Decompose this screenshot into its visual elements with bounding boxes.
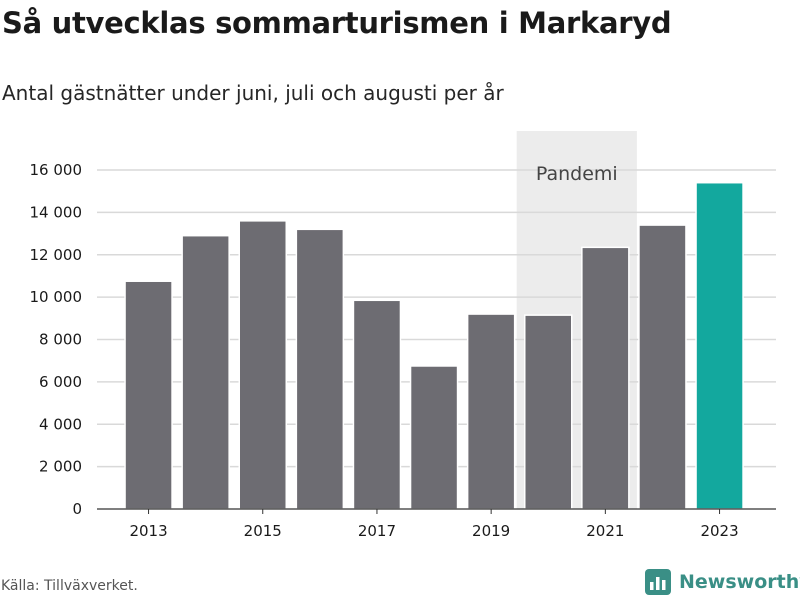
bar-2018 xyxy=(409,365,459,510)
y-tick-label: 12 000 xyxy=(30,246,83,264)
x-tick-label: 2015 xyxy=(244,522,282,540)
bar-chart-logo-icon xyxy=(645,569,671,595)
y-tick-label: 14 000 xyxy=(30,203,83,221)
bar-2016 xyxy=(295,228,345,510)
bar-2015 xyxy=(238,220,287,510)
source-note: Källa: Tillväxverket. xyxy=(1,578,138,594)
y-tick-label: 10 000 xyxy=(30,288,83,306)
bar-2017 xyxy=(352,299,402,510)
bar-2014 xyxy=(181,234,230,510)
y-tick-label: 0 xyxy=(72,500,82,518)
brand-logo: Newsworthy xyxy=(645,569,800,595)
bar-2021 xyxy=(581,246,630,510)
x-tick-label: 2013 xyxy=(129,522,167,540)
x-tick-label: 2021 xyxy=(586,522,624,540)
y-tick-label: 6 000 xyxy=(39,373,82,391)
brand-name: Newsworthy xyxy=(679,571,800,593)
bar-2013 xyxy=(124,280,173,510)
chart-title: Så utvecklas sommarturismen i Markaryd xyxy=(2,6,672,40)
y-tick-label: 2 000 xyxy=(39,458,82,476)
y-tick-label: 4 000 xyxy=(39,415,82,433)
x-tick-label: 2017 xyxy=(358,522,396,540)
bar-2023 xyxy=(695,181,744,510)
bar-2019 xyxy=(466,313,516,510)
x-tick-label: 2023 xyxy=(700,522,738,540)
chart-subtitle: Antal gästnätter under juni, juli och au… xyxy=(2,81,504,105)
y-tick-label: 8 000 xyxy=(39,331,82,349)
shaded-region-label: Pandemi xyxy=(536,163,618,185)
y-tick-label: 16 000 xyxy=(30,161,83,179)
bar-2020 xyxy=(524,314,573,510)
x-tick-label: 2019 xyxy=(472,522,510,540)
bar-2022 xyxy=(638,224,687,510)
